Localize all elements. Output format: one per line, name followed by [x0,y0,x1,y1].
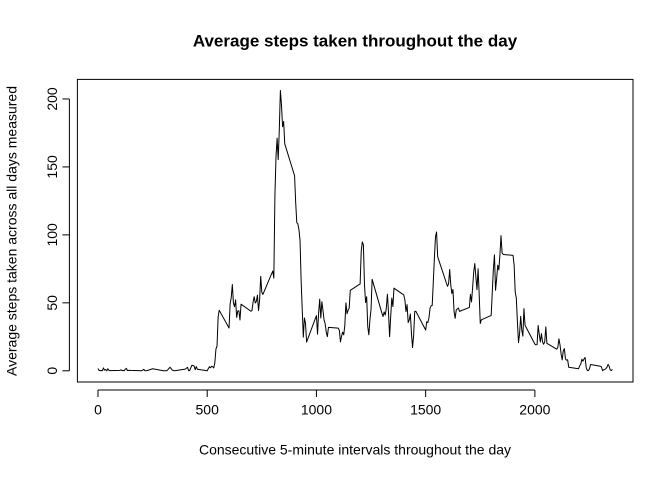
y-tick-label: 0 [44,367,60,375]
y-tick-label: 150 [44,155,60,179]
x-tick-label: 2000 [519,402,550,418]
plot-frame [76,78,634,383]
x-axis-title: Consecutive 5-minute intervals throughou… [199,442,511,458]
x-tick-label: 500 [196,402,220,418]
x-tick-label: 1500 [410,402,441,418]
y-tick-label: 100 [44,223,60,247]
x-tick-label: 0 [94,402,102,418]
x-tick-label: 1000 [301,402,332,418]
data-line [97,90,613,372]
y-tick-label: 50 [44,295,60,311]
y-tick-label: 200 [44,87,60,111]
chart-title: Average steps taken throughout the day [193,31,518,50]
y-axis-title: Average steps taken across all days meas… [4,86,20,376]
